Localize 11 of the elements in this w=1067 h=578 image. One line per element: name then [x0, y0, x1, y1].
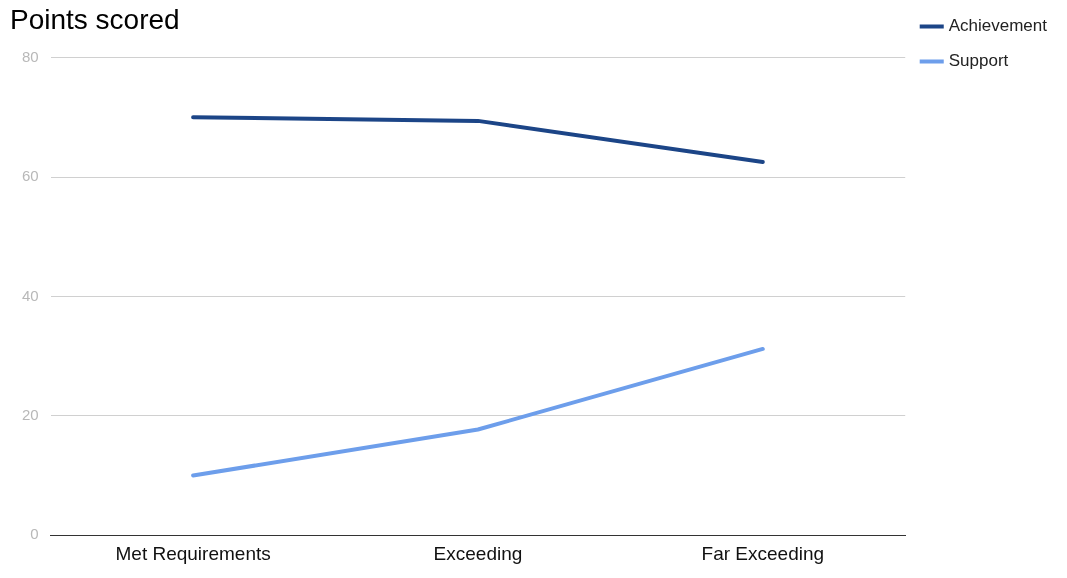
y-tick-label: 60	[22, 167, 39, 185]
chart-title: Points scored	[10, 3, 180, 35]
y-tick-label: 0	[30, 525, 39, 543]
legend-label: Support	[948, 51, 1009, 71]
x-tick-label: Exceeding	[433, 542, 523, 564]
x-tick-label: Met Requirements	[115, 542, 271, 564]
y-tick-label: 40	[22, 286, 39, 304]
legend-label: Achievement	[948, 16, 1048, 36]
y-tick-label: 80	[22, 47, 39, 65]
y-tick-label: 20	[22, 405, 39, 423]
x-tick-label: Far Exceeding	[701, 542, 825, 564]
